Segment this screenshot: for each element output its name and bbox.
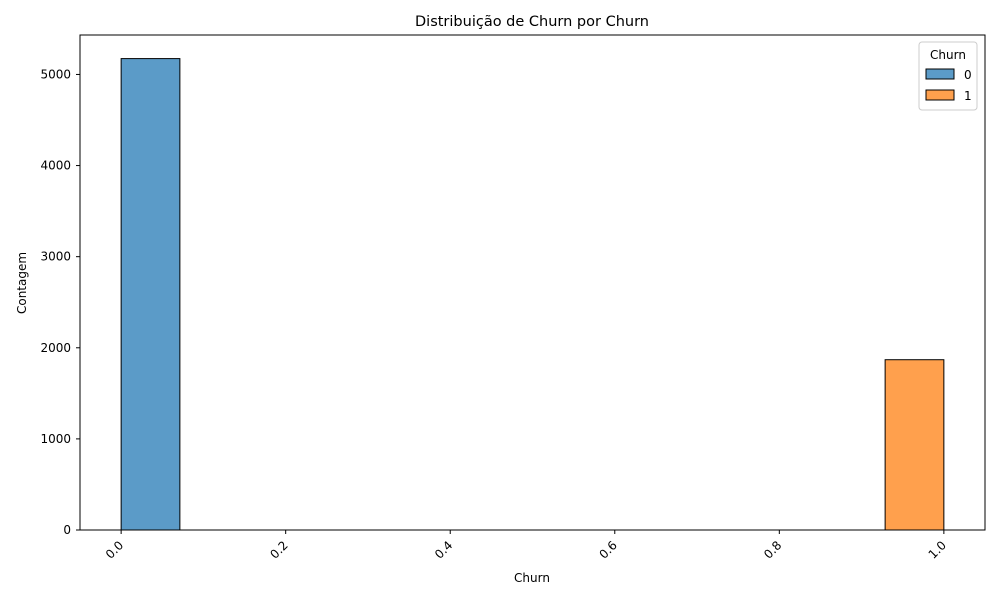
x-tick-label: 0.8 [761, 538, 784, 561]
plot-frame [79, 34, 986, 531]
x-tick-label: 0.2 [267, 538, 290, 561]
y-axis-label: Contagem [15, 252, 29, 314]
x-axis-ticks: 0.0 0.2 0.4 0.6 0.8 1.0 [103, 530, 949, 562]
bars-layer [120, 58, 945, 531]
legend-swatch-1 [925, 89, 955, 101]
y-tick-label: 5000 [40, 67, 71, 81]
y-tick-label: 4000 [40, 159, 71, 173]
y-axis-ticks: 0 1000 2000 3000 4000 5000 [40, 67, 80, 537]
y-tick-label: 3000 [40, 250, 71, 264]
bar-series-1-bin-2 [884, 359, 945, 531]
x-tick-label: 0.4 [432, 538, 455, 561]
legend-label-0: 0 [964, 68, 972, 82]
legend-label-1: 1 [964, 89, 972, 103]
x-tick-label: 1.0 [926, 538, 949, 561]
bar-series-0-bin-0 [120, 58, 181, 531]
legend-swatch-0 [925, 68, 955, 80]
x-tick-label: 0.6 [596, 538, 619, 561]
legend: Churn 0 1 [918, 41, 978, 111]
y-tick-label: 1000 [40, 432, 71, 446]
plot-area: 0.0 0.2 0.4 0.6 0.8 1.0 0 1000 2000 3000 4000 5000 [40, 34, 986, 562]
y-tick-label: 0 [63, 523, 71, 537]
legend-title: Churn [930, 48, 966, 62]
y-tick-label: 2000 [40, 341, 71, 355]
x-tick-label: 0.0 [103, 538, 126, 561]
chart-title: Distribuição de Churn por Churn [415, 14, 649, 30]
x-axis-label: Churn [514, 571, 550, 585]
